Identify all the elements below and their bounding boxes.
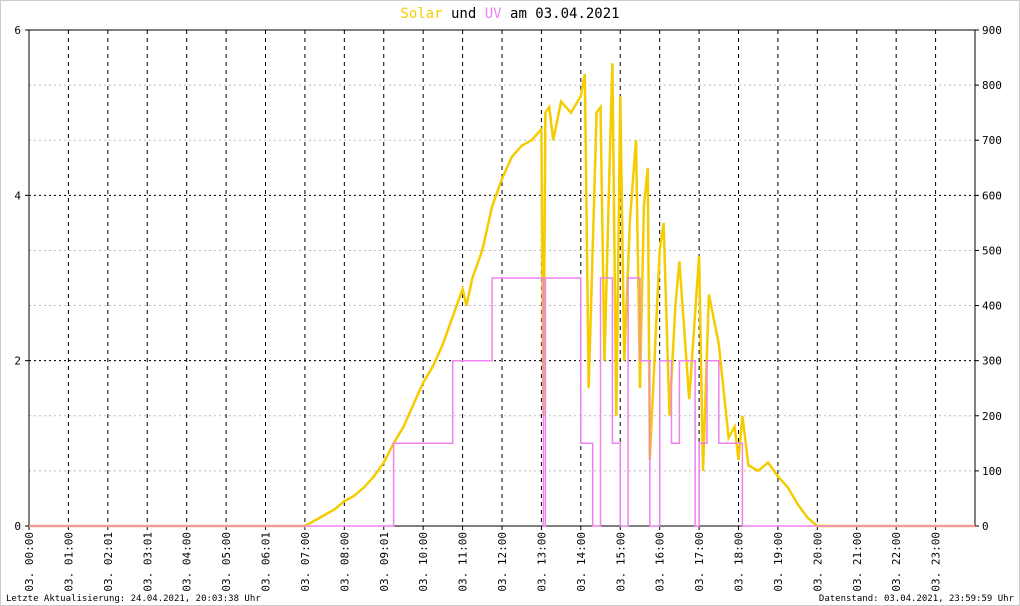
y2-tick-label: 600	[982, 189, 1002, 202]
x-tick-label: 03. 22:00	[890, 532, 903, 592]
y2-tick-label: 200	[982, 410, 1002, 423]
series-line	[29, 63, 975, 528]
title-uv: UV	[485, 6, 502, 22]
x-tick-label: 03. 05:00	[220, 532, 233, 592]
y2-tick-label: 800	[982, 79, 1002, 92]
x-tick-label: 03. 15:00	[614, 532, 627, 592]
x-tick-label: 03. 07:00	[299, 532, 312, 592]
y2-tick-label: 500	[982, 244, 1002, 257]
x-tick-label: 03. 23:00	[930, 532, 943, 592]
x-tick-label: 03. 04:00	[181, 532, 194, 592]
x-tick-label: 03. 16:00	[654, 532, 667, 592]
x-tick-label: 03. 00:00	[23, 532, 36, 592]
chart-title: Solar und UV am 03.04.2021	[400, 6, 619, 22]
y2-tick-label: 300	[982, 355, 1002, 368]
x-tick-label: 03. 21:00	[851, 532, 864, 592]
x-tick-label: 03. 10:00	[417, 532, 430, 592]
y2-tick-label: 100	[982, 465, 1002, 478]
x-tick-label: 03. 01:00	[62, 532, 75, 592]
y-tick-label: 6	[14, 24, 21, 37]
x-tick-label: 03. 19:00	[772, 532, 785, 592]
x-tick-label: 03. 20:00	[811, 532, 824, 592]
x-tick-label: 03. 18:00	[733, 532, 746, 592]
y2-tick-label: 700	[982, 134, 1002, 147]
plot-border	[28, 29, 976, 527]
x-tick-label: 03. 06:01	[260, 532, 273, 592]
footer-right: Datenstand: 03.04.2021, 23:59:59 Uhr	[819, 594, 1015, 604]
x-tick-label: 03. 14:00	[575, 532, 588, 592]
x-tick-label: 03. 12:00	[496, 532, 509, 592]
title-solar: Solar	[400, 6, 442, 22]
y-tick-label: 4	[14, 189, 21, 202]
y2-tick-label: 0	[982, 520, 989, 533]
footer-left: Letzte Aktualisierung: 24.04.2021, 20:03…	[6, 594, 261, 604]
x-tick-label: 03. 13:00	[535, 532, 548, 592]
x-tick-label: 03. 11:00	[457, 532, 470, 592]
x-tick-label: 03. 03:01	[141, 532, 154, 592]
title-joiner: und	[451, 6, 476, 22]
y-tick-label: 0	[14, 520, 21, 533]
y2-tick-label: 400	[982, 300, 1002, 313]
title-suffix: am 03.04.2021	[510, 6, 620, 22]
x-tick-label: 03. 02:01	[102, 532, 115, 592]
x-tick-label: 03. 09:01	[378, 532, 391, 592]
y-tick-label: 2	[14, 355, 21, 368]
series-line	[29, 277, 975, 527]
x-tick-label: 03. 08:00	[338, 532, 351, 592]
x-tick-label: 03. 17:00	[693, 532, 706, 592]
y2-tick-label: 900	[982, 24, 1002, 37]
